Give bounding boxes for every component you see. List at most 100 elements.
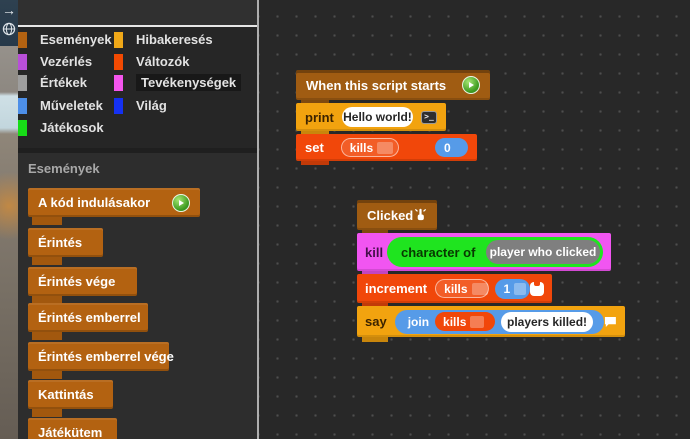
category-swatch (114, 97, 123, 114)
category-swatch (18, 119, 27, 136)
block-label: print (305, 109, 334, 125)
category-label: Értékek (40, 75, 87, 90)
function-label: character of (401, 244, 476, 260)
category-swatch (114, 53, 123, 70)
palette-block-label: A kód indulásakor (38, 195, 151, 210)
block-print[interactable]: print Hello world! >_ (296, 103, 446, 131)
value-text: 0 (444, 140, 451, 155)
palette-block-a-kod-indulasakor[interactable]: A kód indulásakor (28, 188, 200, 217)
script-canvas[interactable]: When this script starts print Hello worl… (259, 0, 690, 439)
variable-name-field[interactable]: kills (435, 279, 489, 298)
category-item-valtozok[interactable]: Változók (114, 53, 189, 70)
category-item-esemenyek[interactable]: Események (18, 31, 112, 48)
block-clicked[interactable]: Clicked (357, 200, 437, 230)
variable-box-icon (530, 281, 544, 296)
palette-block-kattintas[interactable]: Kattintás (28, 380, 113, 409)
join-block[interactable]: join kills players killed! (394, 309, 605, 334)
variable-name-field[interactable]: kills (435, 312, 496, 331)
category-label: Változók (136, 54, 190, 69)
collapse-arrow-icon[interactable]: → (2, 2, 16, 18)
category-label: Világ (136, 98, 167, 113)
block-connector-tab (301, 100, 329, 104)
panel-canvas-divider (257, 0, 259, 439)
field-caret-area (471, 282, 488, 295)
palette-block-label: Érintés emberrel (38, 310, 141, 325)
block-connector-tab (301, 131, 329, 135)
block-say[interactable]: say join kills players killed! (357, 306, 625, 337)
category-label: Műveletek (40, 98, 103, 113)
category-label-selected: Tevékenységek (136, 74, 242, 91)
block-connector-tab (301, 161, 329, 165)
palette-block-erintes-vege[interactable]: Érintés vége (28, 267, 137, 296)
block-connector-tab (362, 303, 388, 307)
category-item-vezerles[interactable]: Vezérlés (18, 53, 92, 70)
category-label: Események (40, 32, 112, 47)
block-when-script-starts[interactable]: When this script starts (296, 70, 490, 100)
block-set-variable[interactable]: set kills 0 (296, 134, 477, 161)
menu-divider (18, 148, 257, 153)
palette-block-tab (32, 217, 62, 225)
value-text: 1 (503, 281, 511, 296)
category-item-ertekek[interactable]: Értékek (18, 74, 87, 91)
block-label: set (305, 140, 324, 155)
palette-block-jatekutem[interactable]: Játékütem (28, 418, 117, 439)
speech-bubble-icon (605, 316, 617, 327)
palette-block-tab (32, 296, 62, 304)
palette-block-label: Kattintás (38, 387, 94, 402)
value-input[interactable]: 1 (494, 278, 530, 299)
globe-icon[interactable] (2, 22, 16, 36)
palette-block-erintes-emberrel[interactable]: Érintés emberrel (28, 303, 148, 332)
palette-block-erintes[interactable]: Érintés (28, 228, 103, 257)
category-item-hibakereses[interactable]: Hibakeresés (114, 31, 213, 48)
palette-section-title: Események (28, 161, 100, 176)
category-menu: Események Vezérlés Értékek Műveletek Ját… (18, 25, 257, 148)
category-swatch (114, 74, 123, 91)
character-of-block[interactable]: character of player who clicked (387, 237, 603, 267)
viewport-toolbar: → (0, 0, 18, 46)
viewport-strip: → (0, 0, 18, 439)
print-value-input[interactable]: Hello world! (341, 107, 413, 127)
category-item-muveletek[interactable]: Műveletek (18, 97, 103, 114)
palette-block-tab (32, 257, 62, 265)
category-swatch (114, 31, 123, 48)
join-text-input[interactable]: players killed! (501, 311, 594, 332)
block-label: increment (365, 281, 428, 296)
block-kill[interactable]: kill character of player who clicked (357, 233, 611, 271)
block-label: Clicked (367, 207, 414, 223)
block-connector-tab (362, 271, 388, 275)
block-label: When this script starts (306, 77, 447, 93)
category-item-jatekosok[interactable]: Játékosok (18, 119, 104, 136)
variable-name: kills (444, 281, 468, 296)
terminal-icon: >_ (421, 110, 437, 124)
category-swatch (18, 53, 27, 70)
field-caret-area (514, 282, 527, 295)
palette-block-tab (32, 371, 62, 379)
category-swatch (18, 97, 27, 114)
block-label: say (365, 314, 387, 329)
category-item-tevekenysegek[interactable]: Tevékenységek (114, 74, 242, 91)
block-increment[interactable]: increment kills 1 (357, 274, 552, 303)
value-input[interactable]: 0 (435, 138, 468, 157)
block-connector-tab (362, 230, 388, 234)
block-palette: Események A kód indulásakor Érintés Érin… (18, 153, 257, 439)
click-icon (415, 208, 426, 221)
palette-block-tab (32, 409, 62, 417)
variable-name: kills (349, 140, 374, 155)
palette-block-label: Játékütem (38, 425, 103, 439)
sidebar-topbar (18, 0, 257, 25)
play-icon (462, 76, 480, 94)
block-sidebar: Események Vezérlés Értékek Műveletek Ját… (18, 0, 274, 439)
join-label: join (407, 314, 430, 329)
category-item-vilag[interactable]: Világ (114, 97, 167, 114)
play-icon (172, 193, 190, 212)
category-label: Vezérlés (40, 54, 93, 69)
category-label: Játékosok (40, 120, 104, 135)
palette-block-tab (32, 332, 62, 340)
player-who-clicked-block[interactable]: player who clicked (486, 240, 600, 264)
variable-name: kills (443, 314, 467, 329)
palette-block-erintes-emberrel-vege[interactable]: Érintés emberrel vége (28, 342, 174, 371)
category-swatch (18, 74, 27, 91)
variable-name-field[interactable]: kills (340, 138, 399, 157)
category-swatch (18, 31, 27, 48)
